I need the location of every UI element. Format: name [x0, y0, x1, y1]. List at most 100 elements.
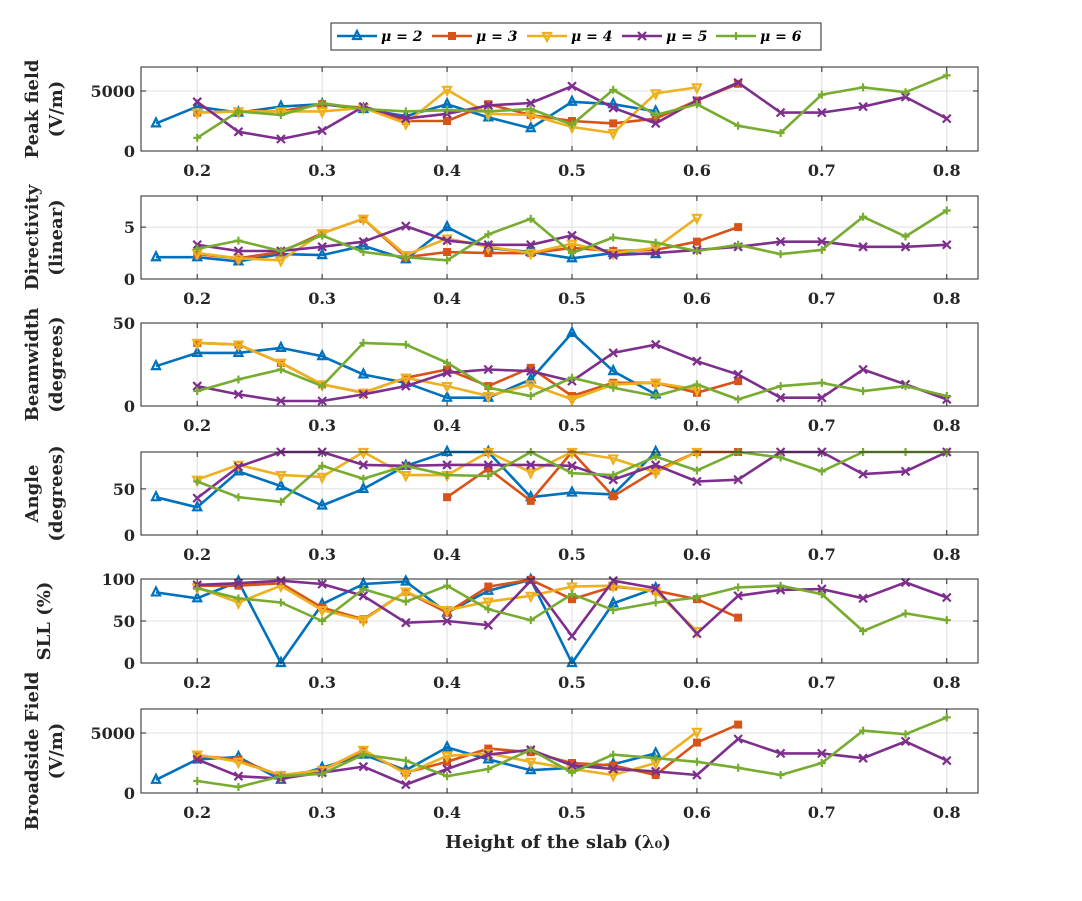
data-point: [524, 762, 537, 775]
data-point: [275, 470, 287, 483]
data-point: [526, 105, 535, 113]
data-point: [234, 594, 243, 603]
x-tick-label: 0.8: [933, 803, 961, 822]
data-point: [524, 757, 537, 770]
data-point: [901, 88, 910, 97]
data-point: [776, 581, 785, 590]
data-point: [609, 233, 618, 242]
data-point: [232, 345, 245, 357]
x-tick-label: 0.5: [558, 416, 586, 435]
data-point: [234, 236, 243, 245]
data-point: [358, 460, 369, 470]
x-tick-label: 0.5: [558, 289, 586, 308]
y-axis-label: Peak field (V/m): [22, 59, 67, 158]
legend-marker: [448, 32, 456, 40]
data-point: [400, 587, 412, 600]
x-tick-label: 0.3: [308, 289, 336, 308]
data-point: [566, 250, 578, 263]
data-point: [651, 452, 660, 461]
data-point: [691, 213, 703, 226]
x-tick-label: 0.3: [308, 161, 336, 180]
y-axis-label-line2: (V/m): [46, 81, 67, 138]
x-tick-label: 0.2: [183, 161, 211, 180]
data-point: [276, 246, 285, 255]
data-point: [609, 85, 618, 94]
panel-4: 0.2 0.3 0.4 0.5 0.6 0.7 0.8 0 50 Angle (degrees): [22, 444, 979, 564]
data-point: [482, 751, 495, 764]
data-point: [317, 579, 327, 589]
legend: μ = 2 μ = 3 μ = 4 μ = 5 μ = 6: [330, 22, 822, 51]
x-tick-label: 0.3: [308, 416, 336, 435]
data-point: [232, 340, 245, 353]
data-point: [441, 739, 453, 752]
data-point: [901, 609, 910, 618]
data-point: [526, 214, 535, 223]
data-point: [525, 366, 536, 376]
data-point: [401, 381, 411, 391]
data-point: [817, 245, 826, 254]
data-point: [775, 392, 786, 403]
series-6: [193, 713, 951, 791]
data-point: [734, 583, 743, 592]
data-point: [901, 232, 910, 241]
data-point: [443, 581, 452, 590]
data-point: [358, 389, 369, 400]
data-point: [651, 598, 660, 607]
data-point: [942, 206, 951, 215]
data-point: [442, 235, 452, 246]
y-axis-label: Beamwidth (degrees): [22, 308, 67, 422]
data-point: [483, 749, 494, 760]
y-axis-label: Angle (degrees): [22, 445, 67, 541]
data-point: [482, 597, 495, 610]
data-point: [316, 472, 328, 485]
data-point: [525, 460, 536, 470]
y-axis-label-line2: (degrees): [46, 316, 67, 412]
data-point: [401, 107, 410, 116]
x-tick-label: 0.7: [808, 416, 836, 435]
data-point: [441, 444, 453, 457]
x-tick-label: 0.6: [683, 289, 711, 308]
data-point: [193, 477, 202, 486]
x-tick-label: 0.8: [933, 289, 961, 308]
series-5: [192, 575, 952, 641]
data-point: [401, 461, 410, 470]
data-point: [193, 244, 202, 253]
data-point: [692, 380, 701, 389]
data-point: [526, 496, 535, 505]
data-point: [941, 755, 952, 766]
data-point: [607, 380, 619, 392]
data-point: [567, 249, 576, 258]
data-point: [526, 616, 535, 625]
data-point: [567, 768, 576, 777]
data-point: [441, 219, 453, 232]
data-point: [608, 474, 618, 485]
data-point: [191, 499, 203, 512]
data-point: [443, 772, 452, 781]
data-point: [317, 396, 327, 406]
legend-marker: [732, 32, 740, 40]
data-point: [358, 591, 369, 601]
data-point: [776, 250, 785, 259]
y-tick-label: 100: [102, 570, 135, 589]
x-tick-label: 0.5: [558, 545, 586, 564]
data-point: [441, 381, 453, 394]
data-point: [692, 476, 702, 487]
data-point: [401, 756, 410, 765]
data-point: [734, 763, 743, 772]
data-point: [400, 769, 412, 782]
data-point: [817, 392, 827, 403]
data-point: [484, 230, 493, 239]
series-6: [193, 581, 951, 636]
data-point: [566, 94, 578, 106]
data-point: [276, 772, 285, 781]
data-point: [649, 378, 662, 391]
data-point: [400, 470, 412, 483]
x-tick-label: 0.6: [683, 803, 711, 822]
y-tick-label: 0: [124, 397, 135, 416]
y-axis-label-line1: Peak field: [22, 59, 43, 158]
data-point: [650, 583, 661, 594]
data-point: [275, 478, 287, 491]
data-point: [276, 598, 285, 607]
data-point: [442, 460, 452, 470]
